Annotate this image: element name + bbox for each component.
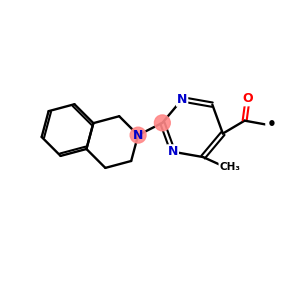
Text: •: • xyxy=(266,117,276,132)
Circle shape xyxy=(130,127,146,143)
Circle shape xyxy=(154,115,170,131)
Text: O: O xyxy=(242,92,253,105)
Text: N: N xyxy=(133,129,143,142)
Text: N: N xyxy=(177,93,187,106)
Text: CH₃: CH₃ xyxy=(219,162,240,172)
Text: N: N xyxy=(168,145,178,158)
